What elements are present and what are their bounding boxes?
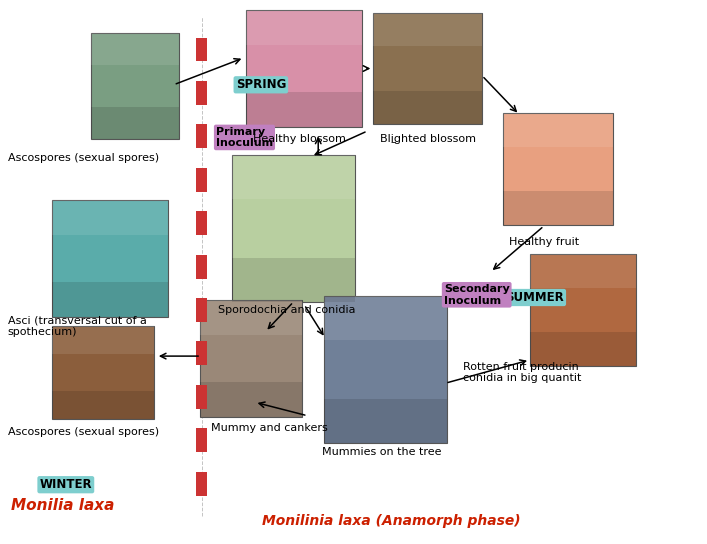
Bar [196, 125, 207, 149]
Text: Mummy and cankers: Mummy and cankers [211, 423, 328, 433]
Text: Mummies on the tree: Mummies on the tree [322, 447, 441, 457]
Bar [196, 211, 207, 235]
Bar [196, 255, 207, 279]
Bar [246, 10, 362, 45]
Bar [90, 33, 179, 139]
Bar [530, 255, 636, 366]
Text: Healthy fruit: Healthy fruit [509, 237, 579, 247]
Bar [196, 385, 207, 409]
Bar [324, 296, 447, 443]
Bar [232, 156, 355, 302]
Text: Sporodochia and conidia: Sporodochia and conidia [218, 305, 356, 314]
Bar [373, 91, 482, 124]
Text: Asci (transversal cut of a
spothecium): Asci (transversal cut of a spothecium) [8, 316, 146, 337]
Text: Rotten fruit producin
conidia in big quantit: Rotten fruit producin conidia in big qua… [463, 362, 581, 383]
Bar [373, 13, 482, 46]
Bar [324, 296, 447, 341]
Bar [530, 255, 636, 288]
Bar [232, 258, 355, 302]
Bar [232, 156, 355, 199]
Bar [373, 13, 482, 124]
Bar [90, 33, 179, 65]
Bar [52, 200, 168, 235]
Text: Ascospores (sexual spores): Ascospores (sexual spores) [8, 426, 159, 437]
Text: Secondary
Inoculum: Secondary Inoculum [444, 284, 510, 306]
Bar [196, 342, 207, 366]
Bar [196, 472, 207, 496]
Text: Blighted blossom: Blighted blossom [380, 134, 477, 144]
Bar [324, 399, 447, 443]
Bar [196, 38, 207, 61]
Bar [246, 10, 362, 127]
Bar [52, 326, 154, 354]
Bar [52, 282, 168, 317]
Bar [246, 92, 362, 127]
Bar [52, 391, 154, 418]
Text: WINTER: WINTER [40, 478, 92, 491]
Bar [52, 200, 168, 317]
Bar [503, 113, 613, 147]
Text: Ascospores (sexual spores): Ascospores (sexual spores) [8, 153, 159, 163]
Bar [530, 332, 636, 366]
Bar [52, 326, 154, 418]
Bar [200, 300, 303, 336]
Text: Healthy blossom: Healthy blossom [253, 134, 346, 144]
Text: –: – [391, 138, 397, 147]
Bar [503, 191, 613, 225]
Text: Monilinia laxa (Anamorph phase): Monilinia laxa (Anamorph phase) [262, 514, 520, 528]
Bar [196, 81, 207, 105]
Text: Monilia laxa: Monilia laxa [11, 498, 115, 514]
Bar [90, 107, 179, 139]
Text: Primary
Inoculum: Primary Inoculum [216, 127, 273, 148]
Text: SPRING: SPRING [235, 78, 286, 91]
Bar [196, 428, 207, 452]
Bar [503, 113, 613, 225]
Bar [196, 298, 207, 322]
Bar [196, 168, 207, 191]
Text: SUMMER: SUMMER [506, 291, 564, 304]
Bar [200, 382, 303, 417]
Bar [200, 300, 303, 417]
